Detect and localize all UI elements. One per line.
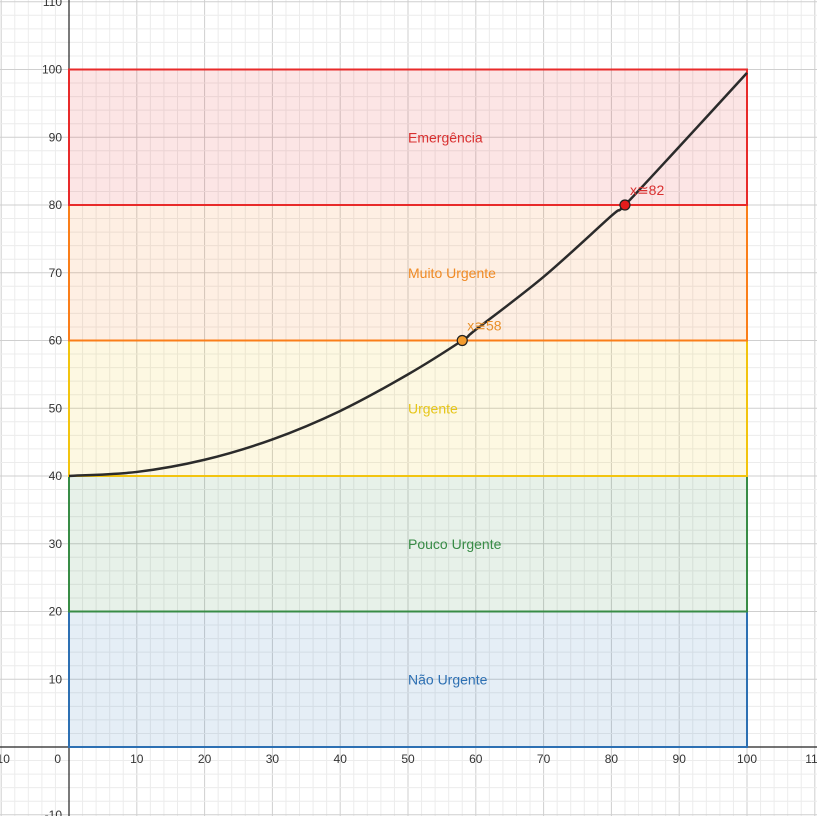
y-tick-label: 100 — [42, 63, 62, 77]
zone-label: Não Urgente — [408, 671, 488, 687]
x-tick-label: 110 — [805, 752, 817, 766]
x-tick-label: 80 — [605, 752, 619, 766]
data-point — [456, 334, 468, 347]
x-tick-label: 30 — [266, 752, 280, 766]
point-label: x≅58 — [467, 318, 502, 334]
y-tick-label: 10 — [49, 672, 63, 686]
zone-label: Muito Urgente — [408, 265, 496, 281]
x-tick-label: -10 — [0, 752, 10, 766]
y-tick-label: 80 — [49, 198, 63, 212]
x-tick-label: 0 — [54, 752, 61, 766]
y-tick-label: 110 — [43, 0, 62, 9]
x-tick-label: 20 — [198, 752, 212, 766]
x-tick-label: 90 — [673, 752, 687, 766]
y-tick-label: -10 — [45, 808, 63, 816]
y-tick-label: 60 — [49, 334, 63, 348]
x-tick-label: 50 — [401, 752, 415, 766]
zone-fill — [69, 611, 747, 747]
zone-fill — [69, 205, 747, 341]
y-tick-label: 40 — [49, 469, 63, 483]
zone-label: Pouco Urgente — [408, 536, 502, 552]
zone-fill — [69, 69, 747, 205]
y-tick-label: 50 — [49, 401, 63, 415]
point-label: x≅82 — [630, 182, 665, 198]
y-tick-label: 90 — [49, 130, 63, 144]
data-point — [619, 199, 631, 211]
zone-label: Urgente — [408, 400, 458, 416]
x-tick-label: 100 — [737, 752, 757, 766]
zone-border — [68, 68, 748, 206]
x-tick-label: 70 — [537, 752, 551, 766]
x-tick-label: 10 — [130, 752, 144, 766]
x-tick-label: 40 — [334, 752, 348, 766]
y-tick-label: 70 — [49, 266, 63, 280]
x-tick-label: 60 — [469, 752, 483, 766]
zone-fill — [69, 476, 747, 612]
y-tick-label: 30 — [49, 537, 63, 551]
zone-fill — [69, 340, 747, 476]
y-tick-label: 20 — [49, 605, 63, 619]
zone-label: Emergência — [408, 129, 483, 145]
